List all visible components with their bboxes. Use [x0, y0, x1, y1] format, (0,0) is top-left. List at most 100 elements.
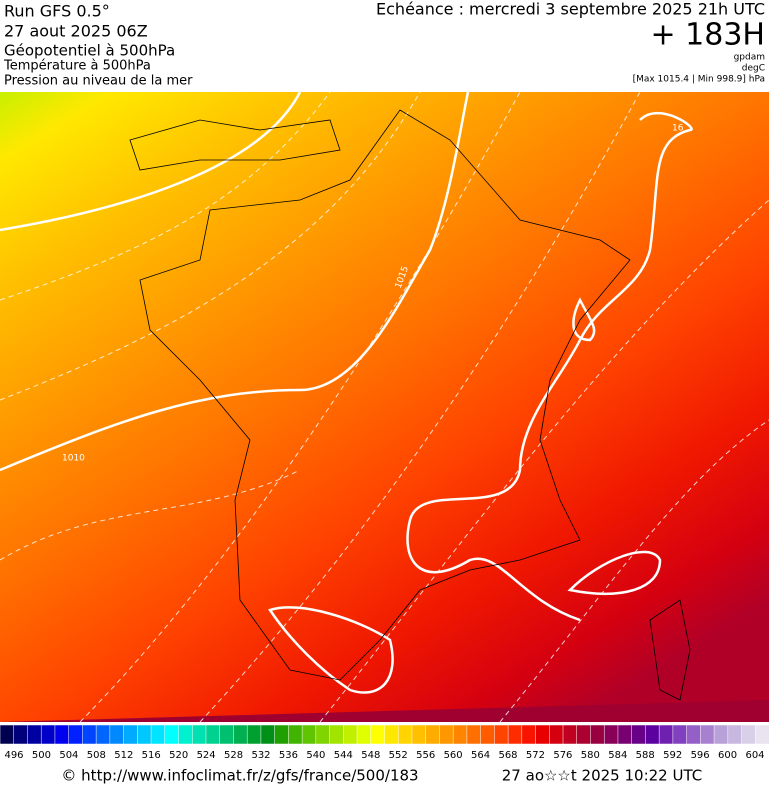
run-date: 27 aout 2025 06Z: [4, 22, 148, 41]
scale-swatch: [219, 724, 235, 745]
scale-label: 568: [498, 750, 517, 761]
scale-label: 504: [59, 750, 78, 761]
scale-label: 548: [361, 750, 380, 761]
scale-swatch: [95, 724, 111, 745]
scale-label: 500: [32, 750, 51, 761]
scale-swatch: [109, 724, 125, 745]
scale-label: 592: [663, 750, 682, 761]
scale-label: 544: [334, 750, 353, 761]
scale-label: 556: [416, 750, 435, 761]
scale-swatch: [521, 724, 537, 745]
scale-swatch: [288, 724, 303, 745]
color-scale: 496 500 504 508 512 516 520 524 528 532 536 540 544 5…: [0, 724, 769, 761]
scale-swatch: [507, 724, 523, 745]
scale-label: 512: [114, 750, 133, 761]
contour-label: 1010: [62, 454, 85, 464]
unit: degC: [742, 64, 765, 74]
scale-swatch: [672, 724, 688, 745]
scale-label: 552: [389, 750, 408, 761]
scale-swatch: [123, 724, 139, 745]
field-label: Température à 500hPa: [3, 59, 151, 74]
scale-swatch: [425, 724, 441, 745]
scale-swatch: [137, 724, 152, 745]
field-label: Pression au niveau de la mer: [4, 74, 193, 89]
scale-swatch: [535, 724, 551, 745]
scale-swatch: [397, 724, 413, 745]
scale-swatch: [192, 724, 207, 745]
scale-swatch: [727, 724, 743, 745]
pressure-range: [Max 1015.4 | Min 998.9] hPa: [633, 75, 765, 85]
scale-swatch: [40, 724, 56, 745]
scale-swatch: [439, 724, 454, 745]
scale-swatch: [562, 724, 578, 745]
scale-label: 600: [718, 750, 737, 761]
scale-swatch: [700, 724, 715, 745]
scale-swatch: [576, 724, 592, 745]
scale-label: 516: [142, 750, 161, 761]
scale-swatch: [741, 724, 757, 745]
scale-swatch: [0, 724, 15, 745]
scale-swatch: [549, 724, 564, 745]
scale-swatch: [150, 724, 166, 745]
scale-swatch: [315, 724, 331, 745]
scale-label: 496: [4, 750, 23, 761]
scale-label: 536: [279, 750, 298, 761]
scale-swatch: [384, 724, 399, 745]
scale-label: 584: [608, 750, 627, 761]
scale-swatch: [13, 724, 29, 745]
scale-swatch: [329, 724, 345, 745]
scale-swatch: [617, 724, 633, 745]
scale-label: 596: [691, 750, 710, 761]
scale-swatch: [452, 724, 468, 745]
echeance: Echéance : mercredi 3 septembre 2025 21h…: [376, 0, 765, 19]
cold-band: [0, 700, 769, 722]
scale-label: 532: [251, 750, 270, 761]
scale-swatch: [494, 724, 509, 745]
scale-swatch: [466, 724, 482, 745]
england-coast: [129, 119, 341, 171]
map: 1010 1015 16: [0, 91, 769, 723]
scale-swatch: [233, 724, 248, 745]
scale-swatch: [343, 724, 358, 745]
scale-swatch: [645, 724, 660, 745]
scale-swatch: [205, 724, 221, 745]
scale-label: 572: [526, 750, 545, 761]
scale-label: 604: [745, 750, 764, 761]
scale-swatch: [68, 724, 84, 745]
scale-swatch: [356, 724, 372, 745]
coastline: [139, 109, 631, 681]
scale-swatch: [260, 724, 276, 745]
scale-swatch: [178, 724, 193, 745]
scale-swatch: [713, 724, 729, 745]
scale-label: 580: [581, 750, 600, 761]
isotherms: [0, 91, 769, 723]
scale-swatch: [274, 724, 290, 745]
scale-swatch: [27, 724, 42, 745]
source-url: © http://www.infoclimat.fr/z/gfs/france/…: [61, 767, 418, 785]
scale-swatch: [658, 724, 674, 745]
scale-label: 588: [636, 750, 655, 761]
scale-label: 520: [169, 750, 188, 761]
scale-label: 576: [553, 750, 572, 761]
lead-time: + 183H: [651, 18, 766, 53]
temperature-field: [0, 92, 769, 722]
scale-label: 564: [471, 750, 490, 761]
scale-swatch: [164, 724, 180, 745]
scale-swatch: [480, 724, 496, 745]
scale-swatch: [54, 724, 70, 745]
scale-swatch: [82, 724, 97, 745]
scale-swatch: [411, 724, 427, 745]
scale-swatch: [755, 724, 769, 745]
scale-swatch: [590, 724, 605, 745]
scale-label: 508: [87, 750, 106, 761]
scale-swatch: [603, 724, 619, 745]
run-label: Run GFS 0.5°: [4, 2, 110, 21]
field-label: Géopotentiel à 500hPa: [4, 42, 175, 60]
scale-swatch: [246, 724, 262, 745]
contour-label: 16: [672, 124, 684, 134]
scale-label: 540: [306, 750, 325, 761]
corsica: [649, 599, 691, 701]
isobars: [0, 91, 693, 694]
unit: gpdam: [734, 53, 765, 63]
